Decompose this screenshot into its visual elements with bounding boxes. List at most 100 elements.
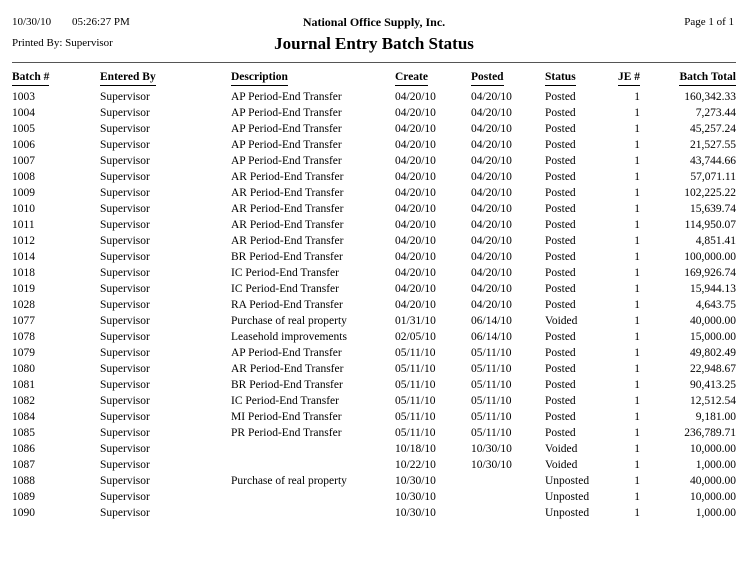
cell-posted: 04/20/10 [471,123,512,135]
printed-by: Printed By: Supervisor [12,37,113,49]
cell-batch-total: 1,000.00 [695,507,736,519]
cell-batch-total: 90,413.25 [690,379,736,391]
cell-entered-by: Supervisor [100,155,150,167]
cell-je: 1 [634,443,640,455]
cell-description: IC Period-End Transfer [231,395,339,407]
cell-je: 1 [634,299,640,311]
cell-je: 1 [634,251,640,263]
cell-entered-by: Supervisor [100,139,150,151]
cell-status: Posted [545,219,576,231]
cell-batch: 1077 [12,315,35,327]
cell-status: Unposted [545,475,590,487]
cell-posted: 06/14/10 [471,331,512,343]
cell-batch-total: 15,639.74 [690,203,736,215]
cell-posted: 04/20/10 [471,91,512,103]
table-row: 1012 Supervisor AR Period-End Transfer 04/2… [0,233,748,249]
cell-batch: 1010 [12,203,35,215]
cell-entered-by: Supervisor [100,347,150,359]
cell-batch-total: 1,000.00 [695,459,736,471]
cell-posted: 05/11/10 [471,379,512,391]
cell-create: 04/20/10 [395,203,436,215]
cell-entered-by: Supervisor [100,459,150,471]
table-row: 1089 Supervisor 10/30/10 Unposted 1 10,000.00 [0,489,748,505]
cell-description: BR Period-End Transfer [231,251,343,263]
cell-batch: 1084 [12,411,35,423]
cell-create: 04/20/10 [395,299,436,311]
cell-entered-by: Supervisor [100,299,150,311]
batch-status-table: Batch # Entered By Description Create Po… [0,70,748,521]
cell-batch-total: 102,225.22 [684,187,736,199]
cell-create: 04/20/10 [395,91,436,103]
table-row: 1009 Supervisor AR Period-End Transfer 04/2… [0,185,748,201]
cell-entered-by: Supervisor [100,251,150,263]
table-row: 1014 Supervisor BR Period-End Transfer 04/2… [0,249,748,265]
table-header-row: Batch # Entered By Description Create Po… [0,70,748,89]
cell-description: AP Period-End Transfer [231,139,342,151]
cell-batch: 1006 [12,139,35,151]
table-row: 1008 Supervisor AR Period-End Transfer 04/2… [0,169,748,185]
cell-batch-total: 114,950.07 [684,219,736,231]
cell-description: Leasehold improvements [231,331,347,343]
table-row: 1028 Supervisor RA Period-End Transfer 04/2… [0,297,748,313]
table-row: 1079 Supervisor AP Period-End Transfer 05/1… [0,345,748,361]
cell-je: 1 [634,427,640,439]
cell-je: 1 [634,507,640,519]
print-time: 05:26:27 PM [72,16,130,28]
cell-je: 1 [634,171,640,183]
cell-create: 04/20/10 [395,139,436,151]
cell-entered-by: Supervisor [100,363,150,375]
cell-status: Posted [545,91,576,103]
page-title: Journal Entry Batch Status [274,34,474,53]
cell-batch: 1009 [12,187,35,199]
cell-batch-total: 100,000.00 [684,251,736,263]
cell-posted: 10/30/10 [471,459,512,471]
cell-je: 1 [634,395,640,407]
table-row: 1084 Supervisor MI Period-End Transfer 05/1… [0,409,748,425]
cell-batch-total: 4,643.75 [695,299,736,311]
cell-create: 10/18/10 [395,443,436,455]
cell-batch-total: 169,926.74 [684,267,736,279]
cell-description: AP Period-End Transfer [231,107,342,119]
cell-batch-total: 236,789.71 [684,427,736,439]
cell-entered-by: Supervisor [100,91,150,103]
cell-je: 1 [634,187,640,199]
table-row: 1003 Supervisor AP Period-End Transfer 04/2… [0,89,748,105]
cell-description: AP Period-End Transfer [231,347,342,359]
cell-description: IC Period-End Transfer [231,267,339,279]
cell-create: 02/05/10 [395,331,436,343]
cell-status: Voided [545,443,578,455]
cell-batch-total: 57,071.11 [690,171,736,183]
cell-entered-by: Supervisor [100,427,150,439]
cell-batch: 1005 [12,123,35,135]
table-row: 1004 Supervisor AP Period-End Transfer 04/2… [0,105,748,121]
cell-je: 1 [634,411,640,423]
cell-description: PR Period-End Transfer [231,427,342,439]
cell-status: Posted [545,139,576,151]
cell-batch: 1004 [12,107,35,119]
cell-batch: 1089 [12,491,35,503]
cell-description: BR Period-End Transfer [231,379,343,391]
cell-batch: 1080 [12,363,35,375]
cell-batch-total: 40,000.00 [690,315,736,327]
cell-status: Posted [545,411,576,423]
cell-batch: 1079 [12,347,35,359]
table-row: 1086 Supervisor 10/18/10 10/30/10 Voided 1 10,… [0,441,748,457]
table-row: 1090 Supervisor 10/30/10 Unposted 1 1,000.00 [0,505,748,521]
cell-je: 1 [634,459,640,471]
cell-batch: 1003 [12,91,35,103]
table-row: 1005 Supervisor AP Period-End Transfer 04/2… [0,121,748,137]
cell-je: 1 [634,139,640,151]
cell-posted: 04/20/10 [471,155,512,167]
cell-posted: 04/20/10 [471,171,512,183]
cell-description: AP Period-End Transfer [231,155,342,167]
cell-je: 1 [634,315,640,327]
cell-posted: 05/11/10 [471,427,512,439]
table-row: 1011 Supervisor AR Period-End Transfer 04/2… [0,217,748,233]
cell-entered-by: Supervisor [100,187,150,199]
cell-create: 04/20/10 [395,171,436,183]
cell-je: 1 [634,107,640,119]
cell-batch: 1087 [12,459,35,471]
cell-status: Posted [545,203,576,215]
cell-status: Posted [545,187,576,199]
cell-batch-total: 15,944.13 [690,283,736,295]
